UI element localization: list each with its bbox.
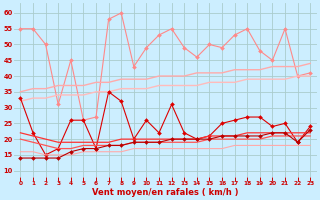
X-axis label: Vent moyen/en rafales ( km/h ): Vent moyen/en rafales ( km/h ) bbox=[92, 188, 239, 197]
